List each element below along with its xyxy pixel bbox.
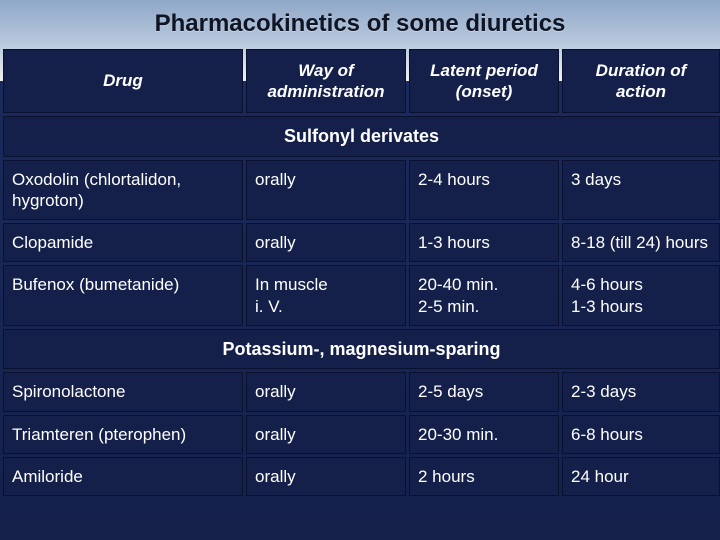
slide-title: Pharmacokinetics of some diuretics bbox=[0, 0, 720, 46]
cell-onset: 2-5 days bbox=[409, 372, 559, 411]
cell-way: orally bbox=[246, 415, 406, 454]
cell-line: i. V. bbox=[255, 296, 397, 317]
section-heading: Sulfonyl derivates bbox=[3, 116, 720, 157]
cell-drug: Triamteren (pterophen) bbox=[3, 415, 243, 454]
table-row: Oxodolin (chlortalidon, hygroton) orally… bbox=[3, 160, 720, 221]
cell-line: In muscle bbox=[255, 274, 397, 295]
cell-line: 1-3 hours bbox=[571, 296, 711, 317]
cell-duration: 24 hour bbox=[562, 457, 720, 496]
col-duration: Duration of action bbox=[562, 49, 720, 113]
table-row: Spironolactone orally 2-5 days 2-3 days bbox=[3, 372, 720, 411]
cell-drug: Clopamide bbox=[3, 223, 243, 262]
cell-duration: 3 days bbox=[562, 160, 720, 221]
pk-table: Drug Way of administration Latent period… bbox=[0, 46, 720, 499]
cell-duration: 8-18 (till 24) hours bbox=[562, 223, 720, 262]
cell-onset: 20-40 min. 2-5 min. bbox=[409, 265, 559, 326]
cell-way: orally bbox=[246, 160, 406, 221]
cell-onset: 1-3 hours bbox=[409, 223, 559, 262]
cell-way: In muscle i. V. bbox=[246, 265, 406, 326]
cell-line: 4-6 hours bbox=[571, 274, 711, 295]
cell-way: orally bbox=[246, 457, 406, 496]
cell-drug: Amiloride bbox=[3, 457, 243, 496]
cell-onset: 2 hours bbox=[409, 457, 559, 496]
section-label: Sulfonyl derivates bbox=[3, 116, 720, 157]
col-onset: Latent period (onset) bbox=[409, 49, 559, 113]
cell-drug: Spironolactone bbox=[3, 372, 243, 411]
cell-duration: 2-3 days bbox=[562, 372, 720, 411]
cell-duration: 6-8 hours bbox=[562, 415, 720, 454]
section-label: Potassium-, magnesium-sparing bbox=[3, 329, 720, 370]
cell-drug: Bufenox (bumetanide) bbox=[3, 265, 243, 326]
cell-drug: Oxodolin (chlortalidon, hygroton) bbox=[3, 160, 243, 221]
table-row: Amiloride orally 2 hours 24 hour bbox=[3, 457, 720, 496]
table-row: Bufenox (bumetanide) In muscle i. V. 20-… bbox=[3, 265, 720, 326]
section-heading: Potassium-, magnesium-sparing bbox=[3, 329, 720, 370]
cell-way: orally bbox=[246, 223, 406, 262]
col-way: Way of administration bbox=[246, 49, 406, 113]
cell-line: 2-5 min. bbox=[418, 296, 550, 317]
cell-line: 20-40 min. bbox=[418, 274, 550, 295]
table-row: Triamteren (pterophen) orally 20-30 min.… bbox=[3, 415, 720, 454]
cell-way: orally bbox=[246, 372, 406, 411]
col-drug: Drug bbox=[3, 49, 243, 113]
cell-duration: 4-6 hours 1-3 hours bbox=[562, 265, 720, 326]
cell-onset: 2-4 hours bbox=[409, 160, 559, 221]
table-header: Drug Way of administration Latent period… bbox=[3, 49, 720, 113]
table-row: Clopamide orally 1-3 hours 8-18 (till 24… bbox=[3, 223, 720, 262]
cell-onset: 20-30 min. bbox=[409, 415, 559, 454]
